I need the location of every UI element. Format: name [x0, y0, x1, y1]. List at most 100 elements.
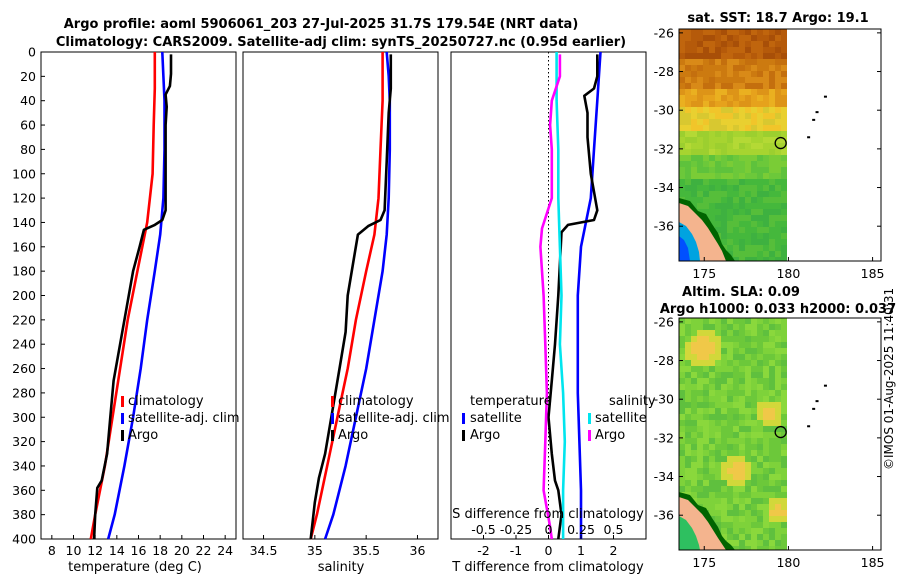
heatmap-cell — [739, 420, 745, 426]
heatmap-cell — [679, 432, 685, 438]
heatmap-cell — [733, 173, 739, 179]
heatmap-cell — [733, 191, 739, 197]
heatmap-cell — [745, 336, 751, 342]
depth-tick-label: 60 — [20, 118, 36, 133]
heatmap-cell — [685, 342, 691, 348]
heatmap-cell — [775, 95, 781, 101]
heatmap-cell — [757, 209, 763, 215]
heatmap-cell — [709, 119, 715, 125]
heatmap-cell — [745, 35, 751, 41]
heatmap-cell — [769, 354, 775, 360]
heatmap-cell — [691, 444, 697, 450]
heatmap-cell — [721, 432, 727, 438]
heatmap-cell — [727, 167, 733, 173]
heatmap-cell — [721, 227, 727, 233]
heatmap-cell — [739, 245, 745, 251]
heatmap-cell — [769, 167, 775, 173]
heatmap-cell — [727, 53, 733, 59]
heatmap-cell — [703, 336, 709, 342]
heatmap-cell — [739, 360, 745, 366]
heatmap-cell — [709, 498, 715, 504]
heatmap-cell — [733, 378, 739, 384]
heatmap-cell — [739, 251, 745, 257]
heatmap-cell — [781, 486, 787, 492]
heatmap-cell — [763, 155, 769, 161]
heatmap-cell — [715, 83, 721, 89]
heatmap-cell — [757, 504, 763, 510]
depth-tick-label: 80 — [20, 142, 36, 157]
heatmap-cell — [679, 468, 685, 474]
heatmap-cell — [691, 366, 697, 372]
heatmap-cell — [757, 432, 763, 438]
heatmap-cell — [763, 384, 769, 390]
heatmap-cell — [769, 155, 775, 161]
heatmap-cell — [709, 336, 715, 342]
heatmap-cell — [727, 528, 733, 534]
heatmap-cell — [685, 438, 691, 444]
heatmap-cell — [745, 366, 751, 372]
heatmap-cell — [769, 59, 775, 65]
heatmap-cell — [751, 239, 757, 245]
heatmap-cell — [739, 480, 745, 486]
depth-tick-label: 380 — [12, 507, 36, 522]
heatmap-cell — [751, 251, 757, 257]
legend-label-climatology: climatology — [338, 394, 414, 409]
heatmap-cell — [769, 215, 775, 221]
heatmap-cell — [763, 378, 769, 384]
temperature-series — [89, 51, 173, 540]
heatmap-cell — [769, 378, 775, 384]
heatmap-cell — [703, 113, 709, 119]
heatmap-cell — [703, 149, 709, 155]
heatmap-cell — [763, 59, 769, 65]
heatmap-cell — [679, 354, 685, 360]
heatmap-cell — [751, 360, 757, 366]
heatmap-cell — [745, 468, 751, 474]
heatmap-cell — [715, 53, 721, 59]
heatmap-cell — [703, 408, 709, 414]
legend-swatch-t-argo — [462, 430, 465, 441]
heatmap-cell — [757, 546, 763, 550]
heatmap-cell — [745, 462, 751, 468]
heatmap-cell — [775, 522, 781, 528]
heatmap-cell — [763, 65, 769, 71]
heatmap-cell — [775, 71, 781, 77]
heatmap-cell — [757, 450, 763, 456]
heatmap-cell — [679, 450, 685, 456]
heatmap-cell — [775, 233, 781, 239]
heatmap-cell — [781, 131, 787, 137]
heatmap-cell — [721, 185, 727, 191]
t-difference-xlabel: T difference from climatology — [451, 560, 644, 575]
heatmap-cell — [685, 41, 691, 47]
heatmap-cell — [727, 342, 733, 348]
heatmap-cell — [721, 378, 727, 384]
heatmap-cell — [697, 155, 703, 161]
heatmap-cell — [715, 444, 721, 450]
heatmap-cell — [757, 348, 763, 354]
heatmap-cell — [745, 209, 751, 215]
heatmap-cell — [709, 378, 715, 384]
legend-label-climatology: climatology — [128, 394, 204, 409]
heatmap-cell — [775, 227, 781, 233]
heatmap-cell — [685, 480, 691, 486]
heatmap-cell — [751, 534, 757, 540]
heatmap-cell — [709, 167, 715, 173]
heatmap-cell — [781, 510, 787, 516]
heatmap-cell — [769, 540, 775, 546]
heatmap-cell — [745, 113, 751, 119]
heatmap-cell — [679, 143, 685, 149]
heatmap-cell — [739, 239, 745, 245]
heatmap-cell — [775, 251, 781, 257]
heatmap-cell — [733, 83, 739, 89]
heatmap-cell — [763, 209, 769, 215]
heatmap-cell — [715, 185, 721, 191]
heatmap-cell — [691, 83, 697, 89]
heatmap-cell — [727, 233, 733, 239]
heatmap-cell — [733, 143, 739, 149]
heatmap-cell — [721, 456, 727, 462]
heatmap-cell — [709, 143, 715, 149]
heatmap-cell — [721, 59, 727, 65]
heatmap-cell — [781, 432, 787, 438]
heatmap-cell — [769, 131, 775, 137]
heatmap-cell — [679, 35, 685, 41]
heatmap-cell — [715, 372, 721, 378]
